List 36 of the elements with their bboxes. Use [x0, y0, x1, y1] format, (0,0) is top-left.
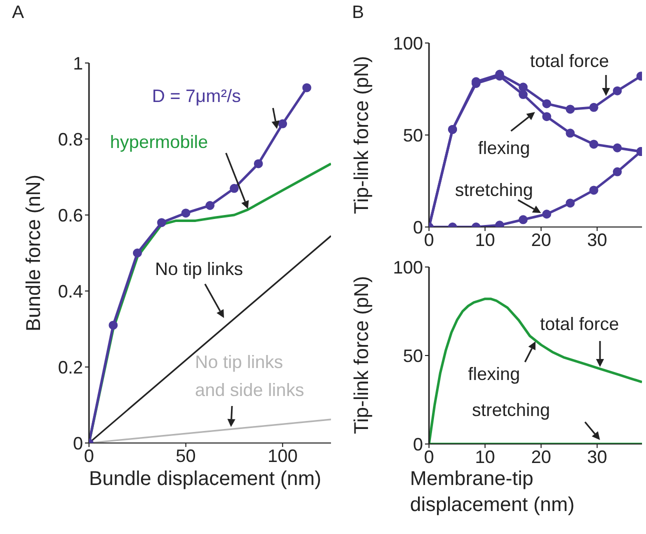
x-axis-title: Membrane-tip displacement (nm) [410, 467, 576, 518]
y-tick-label: 0 [72, 433, 83, 454]
series-label: stretching [472, 400, 550, 420]
x-tick-label: 50 [176, 446, 196, 466]
x-tick-label: 20 [531, 446, 552, 467]
text: A [12, 2, 24, 22]
y-tick-label: 0.2 [58, 357, 83, 378]
y-tick-label: 0.4 [58, 281, 83, 302]
x-tick-label: 100 [268, 446, 298, 466]
series-label: stretching [455, 180, 534, 200]
y-tick-label: 100 [392, 257, 423, 278]
y-tick-label: 0.8 [58, 129, 83, 150]
y-axis-title: Tip-link force (pN) [351, 276, 373, 434]
series-label: total force [530, 51, 610, 71]
series-label: total force [540, 314, 620, 334]
y-tick-label: 50 [402, 346, 423, 366]
text: D = 7μm²/s [152, 86, 241, 106]
series-label: No tip links [155, 259, 244, 279]
y-tick-label: 0 [412, 217, 423, 238]
x-axis-title: Bundle displacement (nm) [89, 467, 322, 492]
y-tick-label: 0.6 [58, 205, 83, 226]
text: hypermobile [110, 132, 208, 152]
annotation: flexing [468, 364, 520, 384]
y-tick-label: 100 [392, 33, 423, 54]
x-tick-label: 30 [587, 446, 608, 467]
text: B [352, 2, 364, 22]
y-tick-label: 1 [72, 53, 83, 74]
y-axis-title: Bundle force (nN) [22, 174, 46, 334]
y-axis-title: Tip-link force (pN) [351, 56, 373, 214]
x-tick-label: 20 [531, 230, 552, 250]
y-tick-label: 50 [402, 125, 423, 146]
series-label: flexing [478, 138, 530, 158]
x-tick-label: 30 [587, 230, 608, 250]
x-tick-label: 10 [475, 230, 496, 250]
x-tick-label: 10 [475, 446, 496, 467]
series-label: No tip links and side links [195, 352, 304, 400]
